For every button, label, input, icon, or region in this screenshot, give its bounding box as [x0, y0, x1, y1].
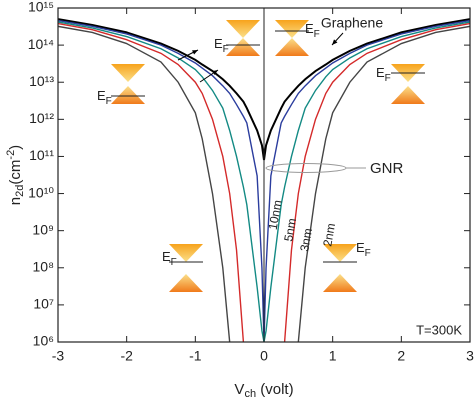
- conduction-cone: [111, 64, 145, 82]
- y-tick-label: 10¹⁰: [28, 184, 54, 200]
- y-tick-label: 10¹³: [29, 73, 54, 89]
- fermi-e: E: [376, 65, 385, 80]
- valence-cone: [391, 86, 425, 104]
- series-label: 2nm: [320, 222, 338, 247]
- conduction-cone: [323, 244, 357, 262]
- conduction-cone: [226, 20, 260, 38]
- x-tick-label: -2: [120, 348, 133, 364]
- y-tick-label: 10⁶: [33, 333, 54, 349]
- plot-area: [58, 18, 470, 342]
- y-tick-label: 10⁸: [33, 258, 55, 274]
- y-tick-label: 10⁹: [32, 221, 54, 237]
- band-icons: [111, 20, 425, 292]
- arrow-head: [212, 70, 218, 76]
- temp-box: [390, 320, 466, 340]
- valence-cone: [275, 38, 309, 56]
- y-tick-label: 10⁷: [33, 296, 54, 312]
- x-tick-label: 1: [329, 348, 337, 364]
- x-axis-label: Vch (volt): [234, 381, 293, 400]
- fermi-sub: F: [365, 248, 371, 259]
- gnr-ellipse: [265, 163, 347, 173]
- x-tick-label: 0: [260, 348, 268, 364]
- fermi-e: E: [214, 36, 223, 51]
- series-label: 5nm: [281, 217, 299, 242]
- gnr-label: GNR: [370, 160, 404, 177]
- x-tick-label: 3: [466, 348, 474, 364]
- fermi-label: EF: [97, 88, 112, 106]
- series-line: [58, 19, 470, 342]
- x-tick-label: -3: [52, 348, 65, 364]
- x-tick-label: 2: [397, 348, 405, 364]
- fermi-sub: F: [171, 257, 177, 268]
- y-tick-label: 10¹⁵: [28, 0, 54, 15]
- temperature-label: T=300K: [416, 322, 462, 337]
- conduction-cone: [169, 244, 203, 262]
- valence-cone: [111, 86, 145, 104]
- fermi-sub: F: [223, 44, 229, 55]
- series-label: 10nm: [266, 199, 285, 231]
- fermi-e: E: [305, 21, 314, 36]
- fermi-e: E: [97, 88, 106, 103]
- series-line: [58, 22, 470, 342]
- y-tick-label: 10¹¹: [29, 147, 54, 163]
- valence-cone: [169, 274, 203, 292]
- fermi-label: EF: [305, 21, 320, 39]
- fermi-sub: F: [385, 73, 391, 84]
- series-label: Graphene: [321, 15, 383, 31]
- valence-cone: [226, 38, 260, 56]
- fermi-e: E: [356, 240, 365, 255]
- y-tick-label: 10¹²: [29, 110, 54, 126]
- conduction-cone: [275, 20, 309, 38]
- arrow-head: [332, 39, 338, 45]
- fermi-label: EF: [356, 240, 371, 258]
- arrow-head: [192, 50, 198, 55]
- fermi-sub: F: [314, 29, 320, 40]
- series-line: [58, 21, 470, 342]
- x-tick-label: -1: [189, 348, 202, 364]
- fermi-label: EF: [376, 65, 391, 83]
- fermi-label: EF: [162, 249, 177, 267]
- series-line: [58, 25, 470, 342]
- series-label: 3nm: [297, 227, 315, 252]
- fermi-e: E: [162, 249, 171, 264]
- valence-cone: [323, 274, 357, 292]
- y-tick-label: 10¹⁴: [28, 36, 54, 52]
- fermi-sub: F: [106, 96, 112, 107]
- fermi-label: EF: [214, 36, 229, 54]
- y-axis-label: n2d(cm-2): [5, 145, 26, 205]
